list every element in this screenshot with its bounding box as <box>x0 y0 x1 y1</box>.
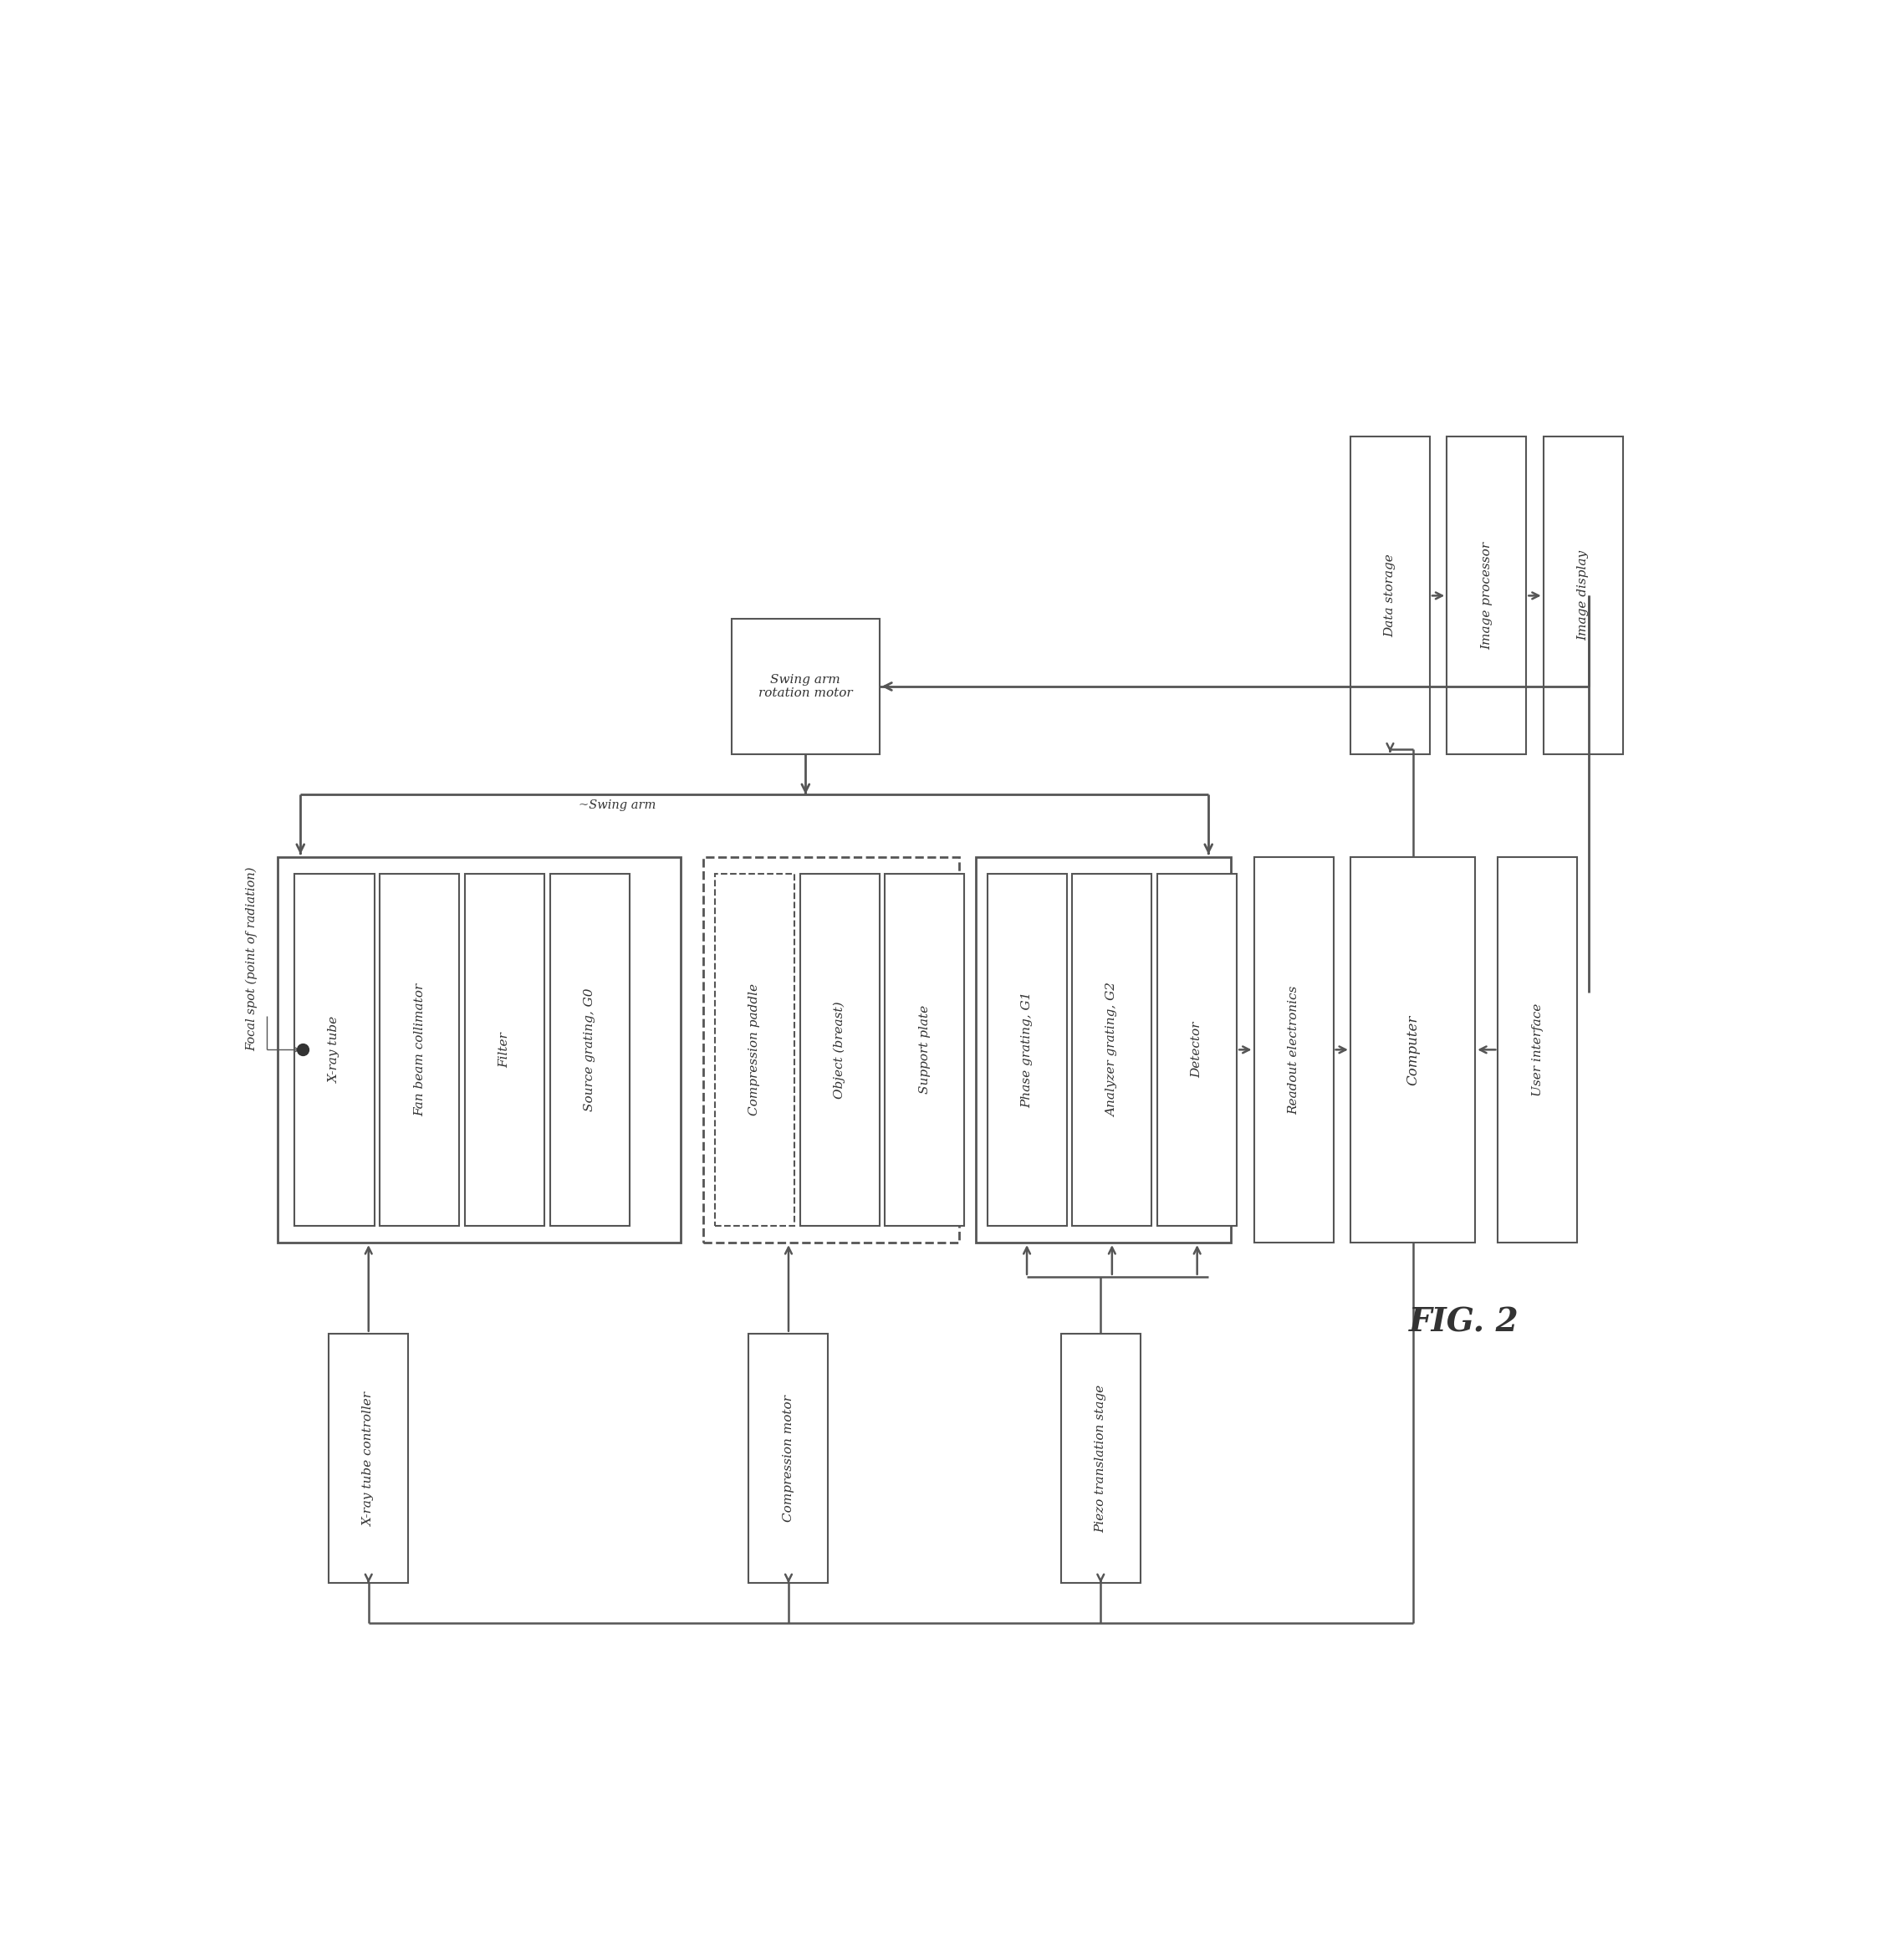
Bar <box>1544 436 1622 755</box>
Text: User interface: User interface <box>1533 1003 1544 1097</box>
Bar <box>800 874 880 1226</box>
Bar <box>329 1333 407 1584</box>
Text: Image display: Image display <box>1577 551 1590 641</box>
Bar <box>714 874 794 1226</box>
Text: Phase grating, G1: Phase grating, G1 <box>1021 991 1032 1108</box>
Bar <box>465 874 545 1226</box>
Bar <box>986 874 1066 1226</box>
Text: Swing arm
rotation motor: Swing arm rotation motor <box>758 674 853 700</box>
Text: Compression motor: Compression motor <box>783 1394 794 1521</box>
Text: Detector: Detector <box>1192 1022 1203 1077</box>
Bar <box>550 874 630 1226</box>
Bar <box>295 874 375 1226</box>
Bar <box>731 618 880 755</box>
Bar <box>278 856 682 1243</box>
Bar <box>748 1333 828 1584</box>
Text: X-ray tube controller: X-ray tube controller <box>362 1392 375 1525</box>
Bar <box>1447 436 1527 755</box>
Text: Piezo translation stage: Piezo translation stage <box>1095 1384 1106 1533</box>
Text: Compression paddle: Compression paddle <box>748 983 760 1116</box>
Text: FIG. 2: FIG. 2 <box>1409 1306 1519 1337</box>
Text: Focal spot (point of radiation): Focal spot (point of radiation) <box>246 866 257 1052</box>
Bar <box>703 856 960 1243</box>
Text: Analyzer grating, G2: Analyzer grating, G2 <box>1106 983 1118 1116</box>
Bar <box>1255 856 1333 1243</box>
Bar <box>977 856 1232 1243</box>
Text: Image processor: Image processor <box>1481 542 1493 649</box>
Text: Readout electronics: Readout electronics <box>1287 985 1299 1114</box>
Bar <box>885 874 965 1226</box>
Bar <box>1350 856 1476 1243</box>
Text: X-ray tube: X-ray tube <box>329 1017 341 1083</box>
Bar <box>1498 856 1577 1243</box>
Text: Filter: Filter <box>499 1032 510 1067</box>
Bar <box>381 874 459 1226</box>
Bar <box>1072 874 1152 1226</box>
Text: Fan beam collimator: Fan beam collimator <box>413 983 425 1116</box>
Text: ~Swing arm: ~Swing arm <box>579 800 655 811</box>
Text: Data storage: Data storage <box>1384 553 1396 637</box>
Text: Support plate: Support plate <box>920 1005 931 1095</box>
Bar <box>1350 436 1430 755</box>
Text: Computer: Computer <box>1405 1015 1420 1085</box>
Text: Source grating, G0: Source grating, G0 <box>585 987 596 1110</box>
Text: Object (breast): Object (breast) <box>834 1001 845 1099</box>
Bar <box>1061 1333 1140 1584</box>
Bar <box>1158 874 1238 1226</box>
